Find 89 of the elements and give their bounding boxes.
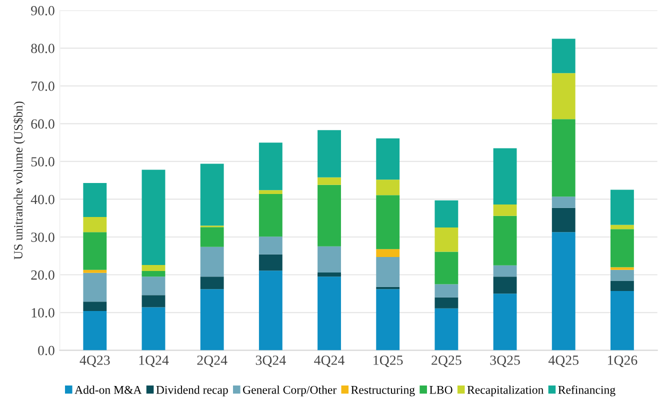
y-tick-label: 80.0 [31,44,54,54]
bar [142,307,166,350]
bar [142,264,166,271]
bar [142,270,166,277]
x-tick-label: 3Q24 [256,356,286,368]
y-tick-label: 90.0 [31,6,54,16]
bar [493,294,517,350]
bar [376,257,400,287]
legend-label: LBO [430,386,452,394]
y-tick-label: 20.0 [31,270,54,280]
bar [434,200,458,228]
legend-label: Dividend recap [156,386,228,396]
bar [83,232,107,270]
y-tick-label: 70.0 [32,82,54,91]
legend-label: Refinancing [558,385,616,396]
bar [493,148,517,205]
bar [552,196,576,208]
y-axis-title: US unitranche volume (US$bn) [13,102,26,260]
bar [376,249,400,258]
bar [258,190,282,194]
bar [434,228,458,252]
bar [200,164,224,226]
bar [376,180,400,196]
bar [83,182,107,217]
y-tick-label: 60.0 [31,119,54,129]
x-tick-label: 4Q25 [548,356,579,368]
bar [258,142,282,190]
bar [83,302,107,312]
bar [552,38,576,74]
bar [318,272,341,277]
y-tick-label: 0.0 [38,346,54,356]
bar [258,254,282,271]
x-tick-label: 4Q23 [80,356,110,368]
bar [434,308,458,350]
bar [83,272,107,302]
bar [258,194,282,237]
x-tick-label: 2Q25 [432,356,462,368]
bar [200,276,224,290]
bar [142,295,166,308]
bar [200,289,224,350]
y-tick-label: 50.0 [31,157,54,166]
bar [493,216,517,266]
bar [610,224,634,230]
y-tick-label: 30.0 [31,232,54,242]
bar [83,270,107,273]
bar [318,177,341,185]
bar [434,297,458,308]
x-tick-label: 2Q24 [197,356,228,368]
bar [610,270,634,281]
x-tick-label: 1Q26 [608,356,638,368]
x-tick-label: 4Q24 [314,356,344,368]
bar [200,246,224,277]
bar [142,170,166,265]
x-tick-label: 1Q24 [139,356,169,368]
bar [318,130,341,178]
bar [493,204,517,216]
bar [318,184,341,246]
bar [318,246,341,272]
bar [610,190,634,225]
bar [610,229,634,268]
legend-label: Recapitalization [467,386,544,396]
bar [552,232,576,350]
bar [258,236,282,254]
bar [376,138,400,180]
bar [552,119,576,197]
bar [318,276,341,350]
y-tick-label: 10.0 [32,308,54,318]
bar [83,311,107,350]
bar [610,290,634,350]
bar [434,252,458,284]
x-tick-label: 1Q25 [374,356,403,368]
y-tick-label: 40.0 [30,194,54,204]
bar [493,276,517,294]
bar [376,289,400,350]
legend-label: Restructuring [351,386,415,396]
bar [258,270,282,350]
bar [610,267,634,270]
legend-label: Add-on M&A [74,386,142,394]
bar [434,284,458,298]
bar [376,195,400,250]
bar [552,73,576,120]
legend-label: General Corp/Other [243,386,337,396]
x-tick-label: 3Q25 [490,356,520,368]
bar [493,265,517,277]
bar [610,280,634,291]
bar [83,216,107,232]
bar [552,208,576,232]
bar [142,276,166,296]
bar [200,227,224,247]
